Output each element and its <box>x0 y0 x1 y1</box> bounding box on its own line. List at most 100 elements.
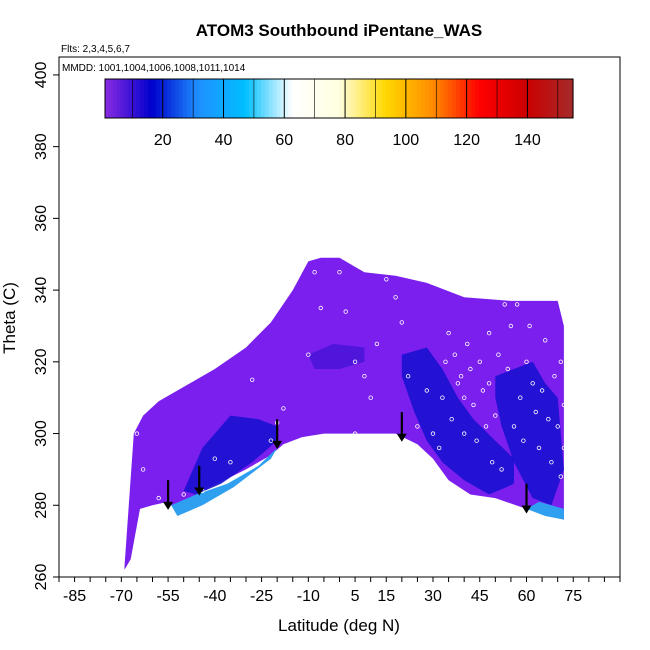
colorbar-segment <box>136 79 141 118</box>
sample-point <box>156 495 161 501</box>
dates-annotation: MMDD: 1001,1004,1006,1008,1011,1014 <box>62 63 246 74</box>
arrows-layer <box>163 412 532 514</box>
sample-point <box>318 305 323 311</box>
sample-point <box>452 352 457 357</box>
colorbar-segment <box>339 79 344 118</box>
x-tick-label: -55 <box>157 588 180 605</box>
colorbar-segment <box>108 79 114 118</box>
sample-point <box>343 309 348 314</box>
colorbar-segment <box>315 79 321 118</box>
y-tick-label: 320 <box>33 348 50 375</box>
sample-point <box>539 388 545 393</box>
colorbar-segment <box>436 79 441 118</box>
colorbar-segment <box>155 79 161 118</box>
sample-point <box>533 409 538 415</box>
colorbar-segment <box>405 79 410 118</box>
y-tick-label: 260 <box>33 564 50 591</box>
colorbar-segment <box>186 79 192 118</box>
colorbar-segment <box>459 79 465 118</box>
colorbar-segment <box>335 79 340 118</box>
colorbar-segment <box>311 79 317 118</box>
colorbar-tick-label: 120 <box>453 132 480 149</box>
colorbar-segment <box>565 79 570 118</box>
colorbar-segment <box>498 79 504 118</box>
sample-point <box>415 424 420 429</box>
colorbar-segment <box>229 79 235 118</box>
colorbar-segment <box>487 79 492 118</box>
sample-point <box>140 467 146 472</box>
colorbar-tick-label: 60 <box>275 132 293 149</box>
colorbar-segment <box>331 79 336 118</box>
colorbar-segment <box>534 79 539 118</box>
sample-points-layer <box>134 270 567 508</box>
colorbar-segment <box>116 79 122 118</box>
sample-point <box>536 445 542 451</box>
y-axis: 260 280 300 320 340 360 380 400 <box>33 61 59 590</box>
colorbar-segment <box>424 79 430 118</box>
sample-point <box>524 359 529 364</box>
heatmap-low-region <box>495 361 564 506</box>
y-tick-label: 300 <box>33 420 50 447</box>
colorbar-segment <box>210 79 215 118</box>
colorbar-segment <box>502 79 508 118</box>
colorbar-segment <box>401 79 406 118</box>
x-tick-label: 75 <box>564 588 582 605</box>
colorbar-segment <box>159 79 165 118</box>
colorbar-segment <box>471 79 477 118</box>
sample-point <box>424 388 429 393</box>
colorbar-segment <box>354 79 360 118</box>
colorbar-segment <box>268 79 274 118</box>
colorbar-segment <box>237 79 243 118</box>
sample-point <box>443 359 448 364</box>
colorbar-segment <box>452 79 457 118</box>
sample-point <box>281 406 286 411</box>
colorbar-segment <box>557 79 562 118</box>
sample-point <box>337 270 342 275</box>
x-tick-label: 30 <box>424 588 442 605</box>
colorbar-tick-label: 80 <box>336 132 354 149</box>
heatmap-low-region <box>401 347 514 495</box>
arrow-head <box>521 505 532 514</box>
colorbar-segment <box>124 79 129 118</box>
colorbar-segment <box>225 79 231 118</box>
colorbar-segment <box>249 79 254 118</box>
colorbar-segment <box>358 79 363 118</box>
colorbar-segment <box>545 79 551 118</box>
colorbar-tick-label: 140 <box>514 132 541 149</box>
sample-point <box>474 438 479 443</box>
colorbar-segment <box>272 79 278 118</box>
sample-point <box>306 352 311 357</box>
colorbar-segment <box>381 79 387 118</box>
colorbar-segment <box>491 79 496 118</box>
sample-point <box>549 460 554 465</box>
colorbar-segment <box>370 79 375 118</box>
sample-point <box>493 413 498 418</box>
colorbar-segment <box>537 79 543 118</box>
x-tick-label: -70 <box>110 588 133 605</box>
sample-point <box>393 295 398 300</box>
colorbar-frame <box>104 78 574 119</box>
colorbar-segment <box>261 79 266 118</box>
x-tick-label: -10 <box>297 588 320 605</box>
colorbar-segment <box>479 79 484 118</box>
sample-point <box>486 381 492 386</box>
x-tick-label: -85 <box>63 588 86 605</box>
colorbar-segment <box>393 79 399 118</box>
sample-point <box>462 395 467 400</box>
sample-point <box>546 417 551 422</box>
sample-point <box>521 438 526 443</box>
colorbar-segment <box>362 79 367 118</box>
x-tick-label: -40 <box>203 588 226 605</box>
colorbar-segment <box>366 79 371 118</box>
colorbar-segment <box>514 79 519 118</box>
y-tick-label: 360 <box>33 205 50 232</box>
sample-point <box>137 409 143 415</box>
heatmap-low-region <box>183 415 278 495</box>
colorbar-segment <box>183 79 188 118</box>
colorbar-segment <box>300 79 305 118</box>
colorbar-tick-label: 20 <box>154 132 172 149</box>
sample-point <box>480 388 486 393</box>
colorbar-segment <box>105 79 110 118</box>
sample-point <box>555 424 560 429</box>
colorbar-segment <box>510 79 516 118</box>
